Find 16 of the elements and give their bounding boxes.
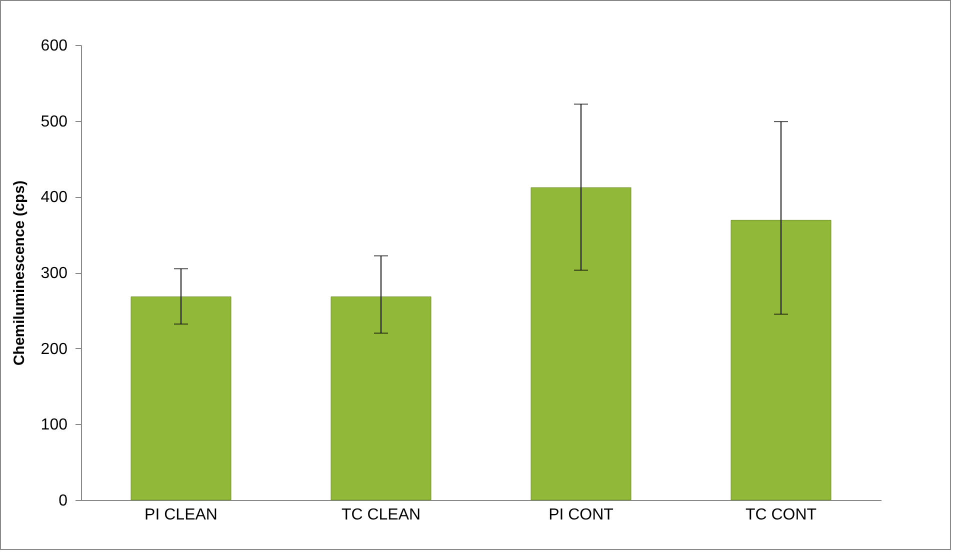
y-tick-label: 500 (40, 113, 68, 130)
x-tick-label: TC CONT (745, 506, 817, 524)
x-tick-label: PI CONT (548, 506, 614, 524)
bar (130, 296, 232, 500)
y-tick-label: 200 (40, 340, 68, 358)
y-tick-label: 600 (40, 38, 68, 54)
y-tick-label: 0 (58, 492, 68, 510)
y-tick-label: 400 (40, 189, 68, 206)
bar (730, 220, 832, 500)
x-tick-label: PI CLEAN (144, 506, 218, 524)
bar (530, 187, 632, 500)
bar (330, 296, 432, 500)
x-tick-label: TC CLEAN (341, 506, 421, 524)
y-tick-label: 100 (40, 416, 68, 434)
y-tick-label: 300 (40, 265, 68, 282)
y-axis-title: Chemiluminescence (cps) (10, 180, 28, 366)
